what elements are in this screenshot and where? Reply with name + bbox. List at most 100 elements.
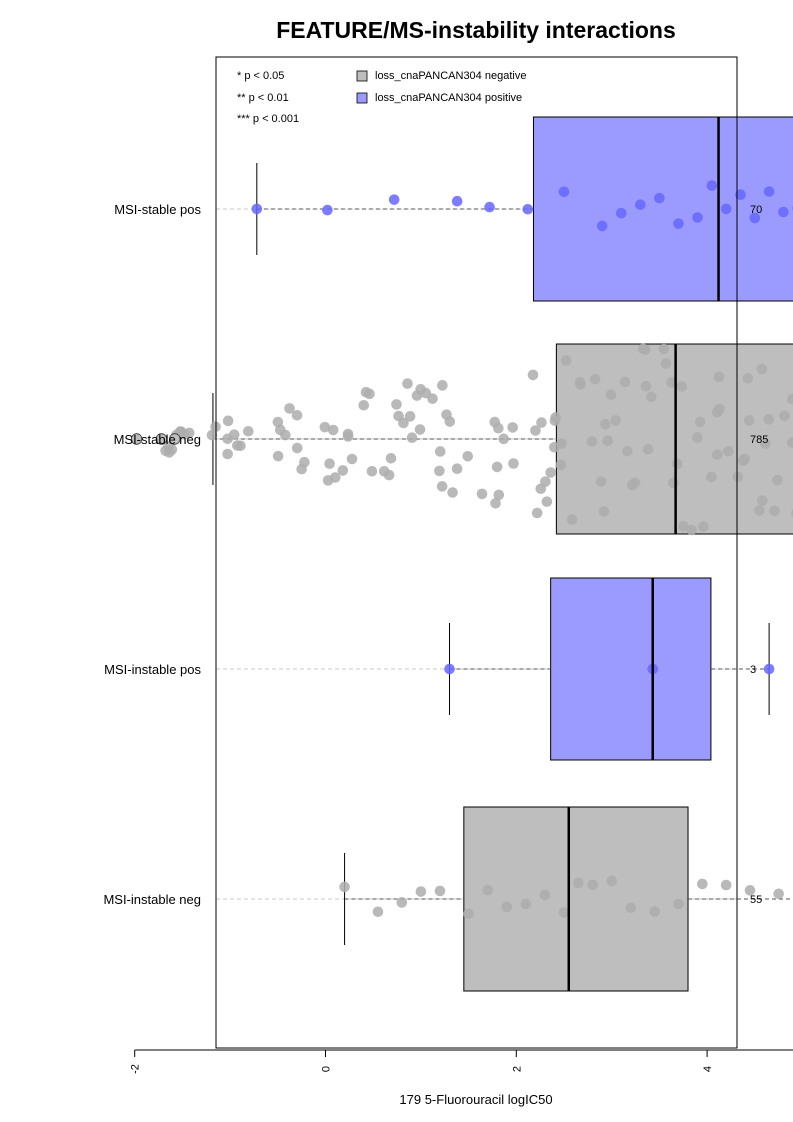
data-point <box>586 436 598 447</box>
legend-swatch-negative <box>356 70 368 82</box>
data-point <box>743 415 755 426</box>
data-point <box>545 467 556 478</box>
data-point <box>291 442 303 454</box>
data-point <box>754 505 765 516</box>
data-point <box>451 195 463 207</box>
legend: * p < 0.05 ** p < 0.01 *** p < 0.001 los… <box>237 70 526 125</box>
data-point <box>484 201 495 213</box>
data-point <box>756 363 768 375</box>
data-point <box>493 489 505 501</box>
data-point <box>673 898 684 910</box>
data-point <box>692 432 703 443</box>
data-point <box>732 471 744 483</box>
data-point <box>437 380 448 391</box>
x-tick-label: 0 <box>321 1066 333 1072</box>
data-point <box>640 344 651 355</box>
data-point <box>420 387 432 399</box>
data-point <box>490 497 501 509</box>
plot-frame <box>215 56 738 1049</box>
data-point <box>573 877 584 889</box>
data-point <box>610 415 621 426</box>
data-point <box>773 888 784 900</box>
outlier-point <box>155 433 168 445</box>
data-point <box>697 878 708 890</box>
data-point <box>434 446 446 457</box>
data-point <box>706 471 717 483</box>
category-label: MSI-stable pos <box>114 202 201 217</box>
category-label: MSI-instable neg <box>103 892 201 907</box>
count-labels: 70 785 3 55 <box>750 204 768 906</box>
data-point <box>498 433 510 445</box>
data-point <box>686 524 697 536</box>
data-point <box>575 379 586 390</box>
data-point <box>339 881 350 893</box>
x-tick-label: -2 <box>130 1064 142 1074</box>
data-point <box>698 521 709 532</box>
category-label: MSI-stable neg <box>114 432 201 447</box>
data-point <box>444 663 455 675</box>
data-point <box>447 487 458 498</box>
data-point <box>560 355 572 366</box>
data-point <box>385 453 397 464</box>
data-point <box>668 477 679 489</box>
data-point <box>600 418 611 430</box>
data-point <box>772 474 783 486</box>
data-point <box>558 186 570 198</box>
data-point <box>598 506 610 517</box>
data-point <box>520 898 532 910</box>
data-point <box>714 403 725 415</box>
data-point <box>522 203 534 215</box>
data-point <box>396 897 408 908</box>
data-point <box>530 425 541 436</box>
data-point <box>404 411 416 422</box>
data-point <box>463 908 474 920</box>
data-point <box>272 450 284 462</box>
data-point <box>531 507 543 519</box>
x-tick-label: 2 <box>511 1066 523 1072</box>
data-point <box>527 369 539 381</box>
data-point <box>779 410 790 422</box>
data-point <box>482 884 493 896</box>
data-point <box>757 495 768 506</box>
legend-swatch-positive <box>356 92 368 104</box>
box <box>532 116 793 302</box>
data-point <box>763 186 775 197</box>
data-point <box>501 901 513 913</box>
data-point <box>322 475 334 486</box>
data-point <box>660 358 672 369</box>
data-point <box>391 399 402 410</box>
data-point <box>566 514 578 525</box>
data-point <box>555 459 567 471</box>
data-point <box>398 417 409 429</box>
legend-sig-2: ** p < 0.01 <box>237 92 289 104</box>
data-point <box>441 409 452 420</box>
data-point <box>671 458 683 470</box>
data-point <box>635 199 646 210</box>
data-point <box>778 206 789 218</box>
data-point <box>549 415 561 427</box>
legend-sig-3: *** p < 0.001 <box>237 113 299 125</box>
x-tick-label: 4 <box>702 1066 714 1072</box>
data-point <box>274 424 286 436</box>
data-point <box>763 663 775 675</box>
data-point <box>676 381 688 392</box>
data-point <box>629 477 641 488</box>
legend-label-negative: loss_cnaPANCAN304 negative <box>375 70 526 82</box>
data-point <box>434 885 446 897</box>
data-point <box>769 505 780 517</box>
data-point <box>739 453 750 465</box>
legend-sig-1: * p < 0.05 <box>237 70 284 82</box>
data-point <box>346 453 358 465</box>
count-label: 55 <box>750 894 762 906</box>
data-point <box>694 416 706 428</box>
data-point <box>327 424 339 436</box>
box <box>550 577 712 761</box>
data-point <box>434 465 445 477</box>
data-point <box>602 435 614 447</box>
data-point <box>744 885 756 896</box>
data-point <box>692 212 703 223</box>
data-point <box>388 194 400 205</box>
data-point <box>476 488 488 500</box>
data-point <box>358 399 370 411</box>
